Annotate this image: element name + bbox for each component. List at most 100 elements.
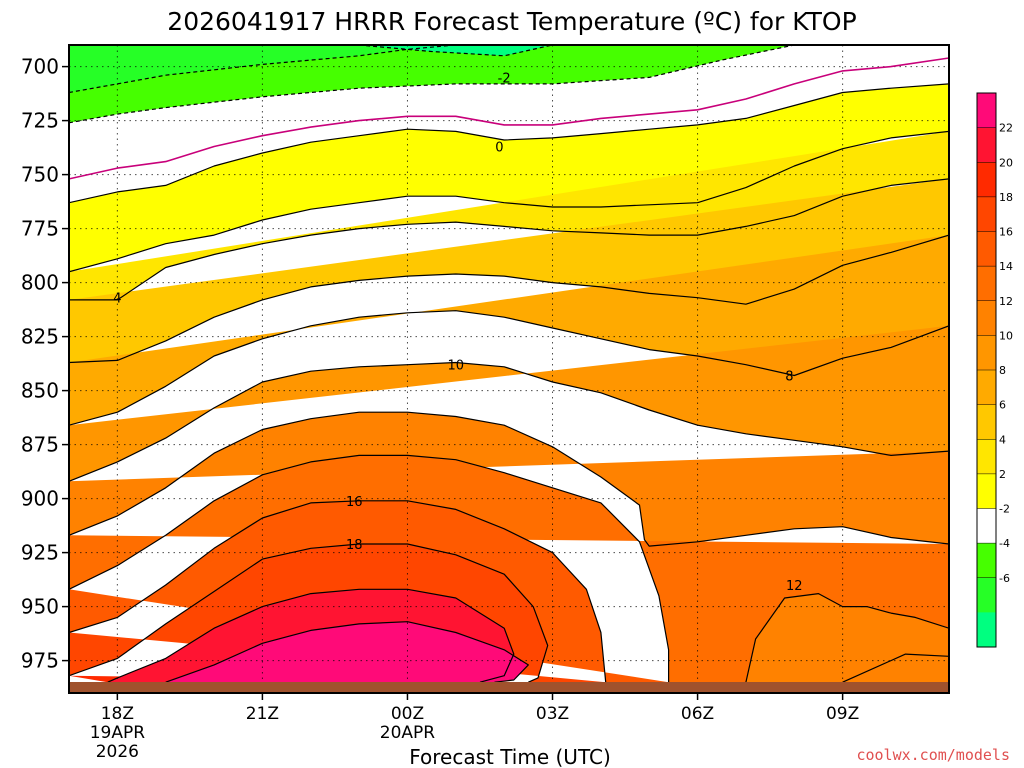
y-tick-label: 800 [21, 271, 59, 295]
isotherm-6 [69, 178, 949, 301]
isotherm-16 [69, 454, 670, 683]
isotherm-lines [69, 45, 949, 683]
isotherm-12b [745, 592, 949, 683]
colorbar-label: 18 [999, 191, 1013, 204]
isotherm--2 [69, 45, 456, 94]
temperature-bands [69, 45, 949, 683]
isotherm-label: 4 [113, 292, 121, 307]
isotherm--4 [359, 45, 553, 57]
temp-band-lt-6 [359, 45, 553, 56]
isotherm-label: 10 [448, 359, 465, 374]
colorbar-swatch [977, 473, 996, 510]
y-tick-label: 900 [21, 487, 59, 511]
colorbar-label: -2 [999, 503, 1010, 516]
y-tick-label: 950 [21, 595, 59, 619]
plot-frame [68, 44, 950, 694]
colorbar-label: 6 [999, 399, 1006, 412]
colorbar-swatch [977, 335, 996, 371]
temp-band-10-12 [69, 325, 949, 482]
colorbar-swatch [977, 612, 996, 648]
colorbar: 22 20 18 16 14 12 10 8 6 4 2 -2 -4 -6 [976, 92, 1013, 648]
y-tick-label: 750 [21, 163, 59, 187]
colorbar-label: 16 [999, 226, 1013, 239]
isotherm-2 [69, 83, 949, 204]
isotherm--2b [69, 45, 795, 124]
temp-band-4-6 [69, 131, 949, 300]
colorbar-swatch [977, 93, 996, 129]
isotherm-18 [69, 500, 607, 683]
colorbar-swatch [977, 508, 996, 544]
gridlines [69, 45, 949, 693]
isotherm-label: 12 [786, 579, 803, 594]
y-tick-label: 850 [21, 379, 59, 403]
colorbar-swatch [977, 266, 996, 302]
temp-band-gt22 [107, 589, 529, 683]
isotherm-12 [69, 361, 949, 482]
colorbar-label: 4 [999, 433, 1006, 446]
colorbar-label: 22 [999, 122, 1013, 135]
y-tick-label: 875 [21, 433, 59, 457]
colorbar-swatch [977, 127, 996, 163]
x-tick-label: 2026 [96, 742, 139, 762]
isotherm-22 [107, 588, 515, 683]
x-tick-label: 18Z [101, 704, 134, 724]
y-tick-label: 825 [21, 325, 59, 349]
isotherm-label: 0 [495, 141, 503, 156]
isotherm-label: -2 [498, 71, 511, 86]
colorbar-label: 14 [999, 260, 1013, 273]
colorbar-swatch [977, 543, 996, 579]
x-tick-label: 20APR [380, 723, 436, 743]
isotherm-12c [842, 653, 949, 683]
isotherm-20 [69, 543, 549, 683]
x-axis-label: Forecast Time (UTC) [409, 745, 611, 768]
isotherm-4 [69, 130, 949, 273]
colorbar-swatch [977, 300, 996, 336]
colorbar-swatch [977, 162, 996, 198]
colorbar-label: 12 [999, 295, 1013, 308]
x-tick-label: 06Z [681, 704, 714, 724]
colorbar-label: 8 [999, 364, 1006, 377]
x-tick-label: 09Z [826, 704, 859, 724]
isotherm-24 [165, 621, 529, 683]
y-tick-label: 975 [21, 649, 59, 673]
colorbar-label: -6 [999, 572, 1010, 585]
isotherm-10 [69, 310, 949, 426]
x-tick-label: 21Z [246, 704, 279, 724]
isotherm-label: 18 [346, 538, 363, 553]
y-tick-label: 700 [21, 55, 59, 79]
temp-band-lt-4 [69, 45, 949, 93]
colorbar-swatch [977, 370, 996, 406]
temp-band-12-island [745, 593, 949, 683]
colorbar-label: -4 [999, 537, 1010, 550]
isotherm-0 [69, 57, 949, 180]
temp-band-12-14 [69, 412, 949, 547]
x-tick-label: 03Z [536, 704, 569, 724]
plot-area: -2 0 4 10 8 16 18 12 [68, 44, 950, 694]
isotherm-labels: -2 0 4 10 8 16 18 12 [113, 71, 802, 594]
ground-terrain [69, 682, 949, 693]
y-tick-label: 925 [21, 541, 59, 565]
colorbar-swatch [977, 404, 996, 440]
isotherm-label: 8 [785, 369, 793, 384]
colorbar-swatch [977, 231, 996, 267]
colorbar-swatch [977, 439, 996, 475]
isotherm-label: 16 [346, 495, 363, 510]
credit-text: coolwx.com/models [856, 746, 1010, 764]
x-tick-label: 00Z [391, 704, 424, 724]
colorbar-swatch [977, 196, 996, 233]
temp-band-2-4 [69, 83, 949, 272]
x-tick-label: 19APR [90, 723, 146, 743]
isotherm-14 [69, 411, 949, 547]
chart-title: 2026041917 HRRR Forecast Temperature (ºC… [167, 7, 856, 36]
y-axis: 700 725 750 775 800 825 850 875 900 925 950 975 [21, 55, 69, 673]
temp-band-6-8 [69, 178, 949, 363]
isotherm-8 [69, 234, 949, 364]
y-tick-label: 725 [21, 109, 59, 133]
colorbar-label: 10 [999, 329, 1013, 342]
colorbar-label: 20 [999, 156, 1013, 169]
y-tick-label: 775 [21, 217, 59, 241]
colorbar-swatch [977, 577, 996, 613]
colorbar-label: 2 [999, 468, 1006, 481]
